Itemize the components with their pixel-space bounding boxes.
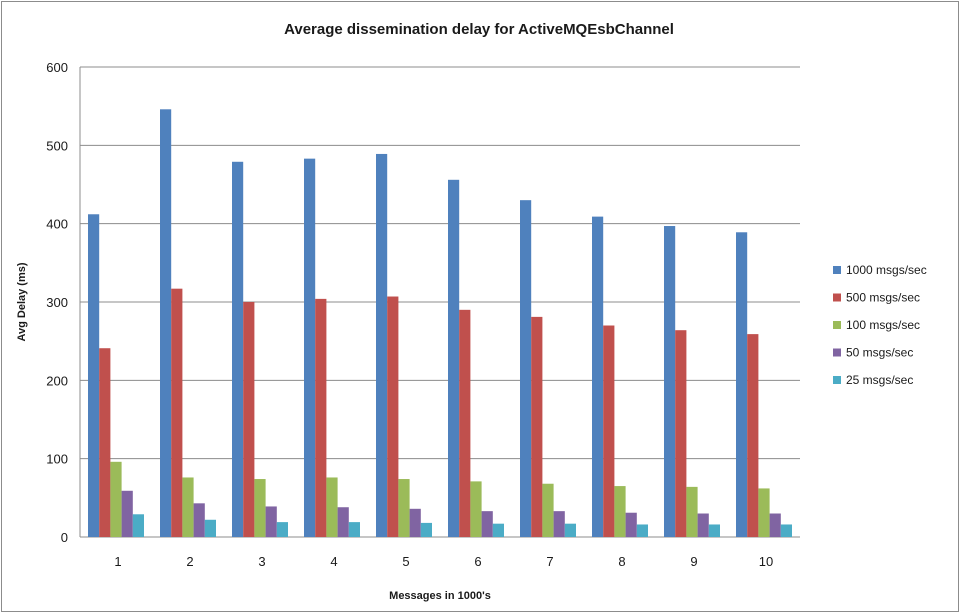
legend-swatch [833, 376, 841, 384]
legend-label: 1000 msgs/sec [846, 263, 927, 277]
x-tick-label: 10 [759, 554, 773, 569]
bar-1000-msgs-sec-cat-8 [592, 216, 604, 537]
legend-swatch [833, 348, 841, 357]
y-tick-label: 100 [46, 452, 68, 467]
bar-1000-msgs-sec-cat-5 [376, 153, 388, 537]
y-axis-label: Avg Delay (ms) [16, 262, 28, 341]
x-tick-label: 6 [474, 554, 481, 569]
bar-500-msgs-sec-cat-7 [531, 316, 543, 537]
bar-500-msgs-sec-cat-6 [459, 309, 471, 537]
x-tick-label: 5 [402, 554, 409, 569]
bar-100-msgs-sec-cat-6 [470, 481, 482, 537]
y-tick-label: 600 [46, 60, 68, 75]
legend-swatch [833, 266, 841, 274]
x-tick-label: 4 [330, 554, 337, 569]
x-tick-label: 9 [690, 554, 697, 569]
bar-50-msgs-sec-cat-2 [193, 503, 205, 537]
bar-500-msgs-sec-cat-10 [747, 334, 759, 537]
bar-1000-msgs-sec-cat-2 [160, 109, 172, 538]
bars [88, 109, 792, 538]
bar-50-msgs-sec-cat-4 [337, 507, 349, 537]
bar-100-msgs-sec-cat-2 [182, 477, 194, 537]
bar-50-msgs-sec-cat-9 [697, 513, 709, 537]
bar-500-msgs-sec-cat-3 [243, 302, 255, 537]
y-tick-label: 200 [46, 373, 68, 388]
y-axis-ticks: 0 100 200 300 400 500 600 [46, 60, 68, 545]
y-tick-label: 300 [46, 295, 68, 310]
bar-100-msgs-sec-cat-5 [398, 479, 410, 537]
bar-1000-msgs-sec-cat-3 [232, 161, 244, 537]
bar-25-msgs-sec-cat-8 [636, 524, 648, 537]
bar-25-msgs-sec-cat-1 [132, 514, 144, 537]
bar-25-msgs-sec-cat-7 [564, 523, 576, 537]
bar-500-msgs-sec-cat-5 [387, 296, 399, 537]
bar-100-msgs-sec-cat-10 [758, 488, 770, 537]
bar-1000-msgs-sec-cat-1 [88, 214, 100, 537]
y-tick-label: 0 [61, 530, 68, 545]
legend-swatch [833, 321, 841, 329]
x-tick-label: 8 [618, 554, 625, 569]
bar-25-msgs-sec-cat-2 [204, 519, 216, 537]
bar-1000-msgs-sec-cat-9 [664, 226, 676, 537]
legend-label: 100 msgs/sec [846, 318, 920, 332]
bar-500-msgs-sec-cat-9 [675, 330, 687, 537]
gridlines [79, 66, 800, 538]
legend-label: 25 msgs/sec [846, 373, 913, 387]
bar-25-msgs-sec-cat-5 [420, 522, 432, 537]
x-tick-label: 3 [258, 554, 265, 569]
legend-label: 50 msgs/sec [846, 346, 913, 360]
bar-25-msgs-sec-cat-9 [708, 524, 720, 537]
x-axis-ticks: 1 2 3 4 5 6 7 8 9 10 [114, 554, 773, 569]
bar-500-msgs-sec-cat-8 [603, 325, 615, 537]
legend-label: 500 msgs/sec [846, 291, 920, 305]
x-tick-label: 7 [546, 554, 553, 569]
bar-1000-msgs-sec-cat-6 [448, 179, 460, 538]
bar-50-msgs-sec-cat-5 [409, 508, 421, 537]
bar-25-msgs-sec-cat-6 [492, 523, 504, 537]
bar-50-msgs-sec-cat-6 [481, 511, 493, 537]
x-tick-label: 1 [114, 554, 121, 569]
bar-25-msgs-sec-cat-3 [276, 522, 288, 537]
bar-1000-msgs-sec-cat-7 [520, 200, 532, 538]
bar-50-msgs-sec-cat-8 [625, 512, 637, 537]
legend: 1000 msgs/sec 500 msgs/sec 100 msgs/sec 50 … [833, 263, 927, 387]
bar-25-msgs-sec-cat-10 [780, 524, 792, 537]
chart-title: Average dissemination delay for ActiveMQ… [284, 21, 674, 38]
bar-1000-msgs-sec-cat-10 [736, 232, 748, 537]
bar-50-msgs-sec-cat-1 [121, 490, 133, 537]
y-tick-label: 500 [46, 138, 68, 153]
bar-100-msgs-sec-cat-4 [326, 477, 338, 537]
bar-25-msgs-sec-cat-4 [348, 522, 360, 537]
bar-100-msgs-sec-cat-7 [542, 483, 554, 537]
bar-50-msgs-sec-cat-7 [553, 511, 565, 537]
bar-50-msgs-sec-cat-3 [265, 506, 277, 537]
bar-500-msgs-sec-cat-4 [315, 298, 327, 537]
bar-500-msgs-sec-cat-2 [171, 288, 183, 537]
legend-swatch [833, 293, 841, 302]
bar-100-msgs-sec-cat-9 [686, 486, 698, 537]
bar-100-msgs-sec-cat-8 [614, 486, 626, 537]
bar-500-msgs-sec-cat-1 [99, 348, 111, 537]
y-tick-label: 400 [46, 217, 68, 232]
bar-50-msgs-sec-cat-10 [769, 513, 781, 537]
bar-100-msgs-sec-cat-3 [254, 479, 266, 537]
x-tick-label: 2 [186, 554, 193, 569]
bar-100-msgs-sec-cat-1 [110, 461, 122, 537]
x-axis-label: Messages in 1000's [389, 590, 491, 602]
bar-1000-msgs-sec-cat-4 [304, 158, 316, 537]
